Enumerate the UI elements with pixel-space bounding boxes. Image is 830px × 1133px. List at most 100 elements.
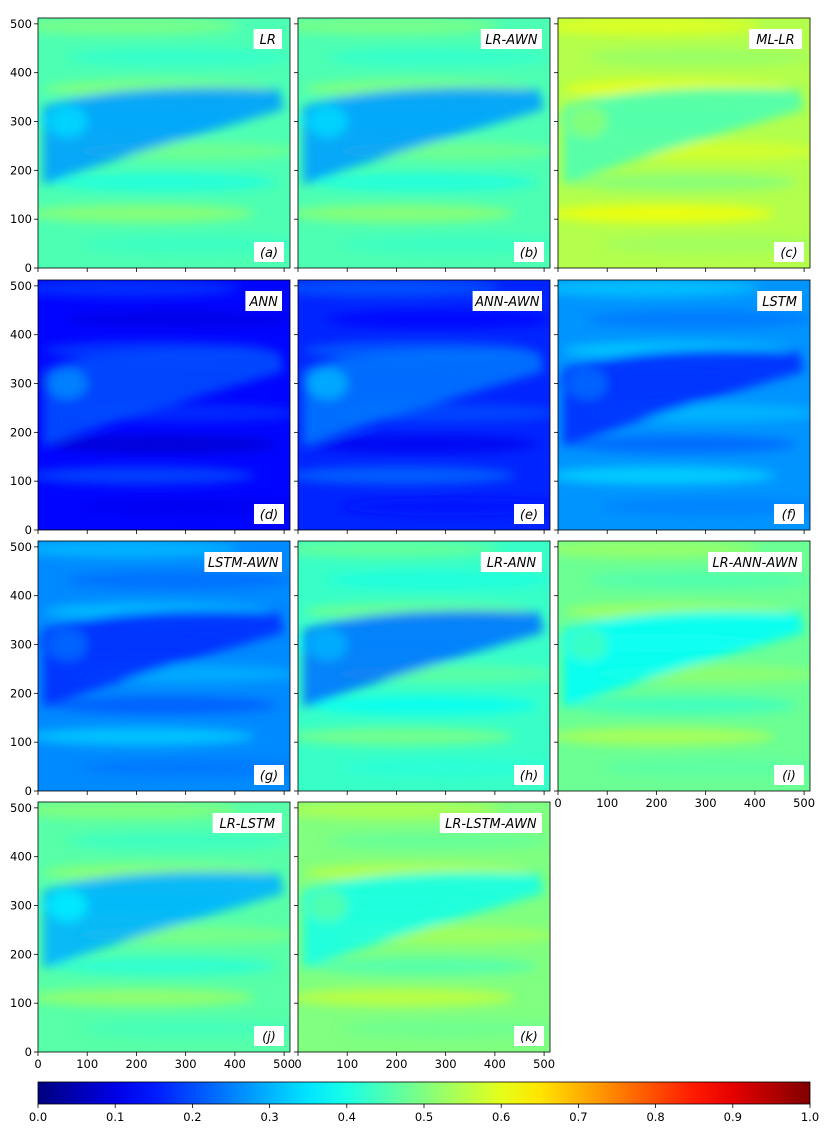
field-streak bbox=[325, 571, 550, 590]
field-streak bbox=[65, 832, 290, 851]
panel-title-box bbox=[480, 552, 542, 572]
heatmap-field bbox=[558, 280, 810, 530]
y-tick-label: 0 bbox=[25, 261, 32, 275]
colorbar-tick-label: 0.2 bbox=[183, 1110, 201, 1124]
vortex-blob bbox=[47, 367, 88, 400]
low-value-channel bbox=[562, 349, 805, 447]
low-value-channel bbox=[302, 610, 545, 708]
field-streak bbox=[298, 988, 515, 1007]
panel-letter-box bbox=[514, 765, 544, 785]
panel-frame bbox=[297, 17, 551, 269]
panel-frame bbox=[297, 279, 551, 531]
panel-letter-box bbox=[774, 242, 804, 262]
x-tick-label: 200 bbox=[125, 1057, 147, 1071]
field-streak bbox=[600, 497, 810, 516]
colorbar-tick-label: 0.8 bbox=[646, 1110, 664, 1124]
x-tick-label: 100 bbox=[76, 1057, 98, 1071]
colorbar-gradient bbox=[38, 1082, 810, 1104]
y-tick-label: 300 bbox=[10, 377, 32, 391]
colorbar-tick-label: 0.4 bbox=[338, 1110, 356, 1124]
field-streak bbox=[65, 571, 290, 590]
panel-11: 0 100 200 300 400 500 LR-LSTM-AWN (k) bbox=[294, 801, 555, 1071]
field-streak bbox=[600, 235, 810, 254]
panel-title-box bbox=[480, 29, 542, 49]
panel-letter: (f) bbox=[782, 508, 797, 523]
field-streak bbox=[65, 310, 290, 329]
panel-title-box bbox=[708, 552, 802, 572]
y-tick-label: 400 bbox=[10, 328, 32, 342]
x-tick-label: 200 bbox=[385, 1057, 407, 1071]
heatmap-field bbox=[298, 802, 550, 1052]
field-streak bbox=[80, 758, 290, 777]
panel-title: LR-ANN bbox=[487, 556, 537, 571]
panel-letter-box bbox=[254, 242, 284, 262]
y-tick-label: 100 bbox=[10, 474, 32, 488]
y-tick-label: 500 bbox=[10, 17, 32, 31]
low-value-channel bbox=[42, 87, 285, 185]
field-streak bbox=[570, 696, 798, 715]
y-tick-label: 100 bbox=[10, 212, 32, 226]
panel-letter-box bbox=[254, 765, 284, 785]
heatmap-field bbox=[298, 280, 550, 530]
x-tick-label: 100 bbox=[336, 1057, 358, 1071]
colorbar-tick-label: 0.9 bbox=[724, 1110, 742, 1124]
y-tick-label: 0 bbox=[25, 784, 32, 798]
field-streak bbox=[558, 204, 775, 223]
field-streak bbox=[80, 235, 290, 254]
field-streak bbox=[585, 48, 810, 67]
panel-title-box bbox=[439, 813, 542, 833]
panel-letter: (k) bbox=[520, 1030, 538, 1045]
panel-letter-box bbox=[514, 504, 544, 524]
field-streak bbox=[325, 832, 550, 851]
field-streak bbox=[50, 435, 278, 454]
heatmap-panels: 0 100 200 300 400 500 LR (a) LR-AWN (b) ML-LR (c) 0 1… bbox=[10, 17, 815, 1071]
colorbar-tick-label: 0.6 bbox=[492, 1110, 510, 1124]
heatmap-field bbox=[298, 541, 550, 791]
panel-letter: (c) bbox=[780, 246, 797, 261]
panel-title-box bbox=[757, 291, 802, 311]
panel-frame bbox=[557, 540, 811, 792]
field-streak bbox=[38, 280, 240, 297]
y-tick-label: 400 bbox=[10, 66, 32, 80]
vortex-blob bbox=[47, 628, 88, 661]
x-tick-label: 300 bbox=[175, 1057, 197, 1071]
y-tick-label: 100 bbox=[10, 735, 32, 749]
y-tick-label: 500 bbox=[10, 279, 32, 293]
field-streak bbox=[298, 280, 500, 297]
heatmap-field bbox=[38, 18, 290, 268]
panel-8: LR-ANN (h) bbox=[294, 540, 551, 795]
low-value-channel bbox=[42, 610, 285, 708]
colorbar: 0.0 0.1 0.2 0.3 0.4 0.5 0.6 0.7 0.8 0.9 1.0 bbox=[29, 1081, 819, 1124]
low-value-channel bbox=[302, 871, 545, 969]
y-tick-label: 200 bbox=[10, 425, 32, 439]
field-streak bbox=[38, 18, 240, 35]
field-streak bbox=[298, 541, 500, 558]
field-streak bbox=[38, 727, 255, 746]
panel-frame bbox=[557, 17, 811, 269]
panel-title: ANN-AWN bbox=[474, 295, 540, 310]
field-streak bbox=[340, 758, 550, 777]
field-streak bbox=[80, 497, 290, 516]
panel-title: LR-LSTM-AWN bbox=[445, 817, 537, 832]
panel-title-box bbox=[253, 29, 282, 49]
x-tick-label: 100 bbox=[596, 796, 618, 810]
panel-letter: (g) bbox=[260, 769, 278, 784]
panel-frame bbox=[37, 17, 291, 269]
x-tick-label: 400 bbox=[224, 1057, 246, 1071]
panel-title-box bbox=[472, 291, 542, 311]
field-streak bbox=[310, 696, 538, 715]
field-streak bbox=[50, 173, 278, 192]
y-tick-label: 300 bbox=[10, 115, 32, 129]
heatmap-field bbox=[38, 541, 290, 791]
x-tick-label: 500 bbox=[793, 796, 815, 810]
y-tick-label: 500 bbox=[10, 540, 32, 554]
low-value-channel bbox=[562, 87, 805, 185]
heatmap-field bbox=[38, 280, 290, 530]
field-streak bbox=[50, 696, 278, 715]
panel-1: 0 100 200 300 400 500 LR (a) bbox=[10, 17, 291, 275]
y-tick-label: 300 bbox=[10, 899, 32, 913]
panel-3: ML-LR (c) bbox=[554, 17, 811, 272]
y-tick-label: 200 bbox=[10, 686, 32, 700]
colorbar-tick-label: 0.3 bbox=[260, 1110, 278, 1124]
panel-letter: (a) bbox=[260, 246, 278, 261]
